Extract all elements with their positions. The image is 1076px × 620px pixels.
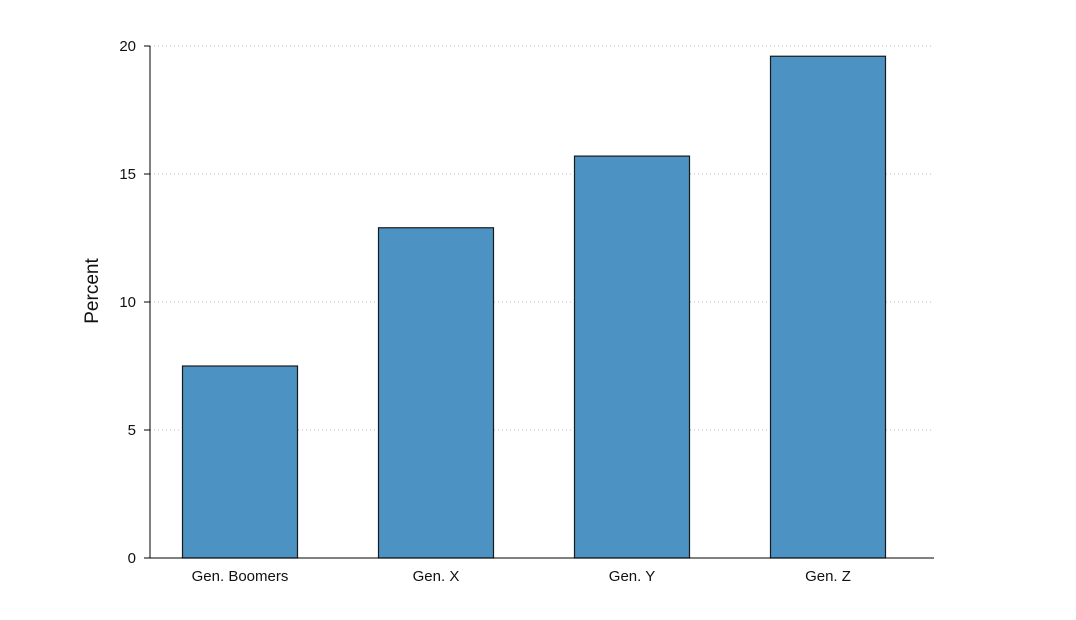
x-tick-label: Gen. X: [413, 568, 460, 585]
x-tick-label: Gen. Boomers: [192, 568, 289, 585]
bar: [769, 55, 887, 559]
x-tick-label: Gen. Z: [805, 568, 851, 585]
bar: [573, 155, 691, 559]
bar: [377, 227, 495, 559]
bar: [181, 365, 299, 559]
y-tick-label: 5: [128, 422, 136, 439]
x-tick-label: Gen. Y: [609, 568, 655, 585]
x-axis-ticks: Gen. Boomers Gen. X Gen. Y Gen. Z: [192, 568, 851, 585]
y-axis-ticks: 0 5 10 15 20: [119, 38, 150, 567]
y-tick-label: 10: [119, 294, 136, 311]
y-axis-title: Percent: [82, 258, 103, 324]
bars: [181, 55, 887, 559]
y-tick-label: 20: [119, 38, 136, 55]
y-tick-label: 0: [128, 550, 136, 567]
y-tick-label: 15: [119, 166, 136, 183]
